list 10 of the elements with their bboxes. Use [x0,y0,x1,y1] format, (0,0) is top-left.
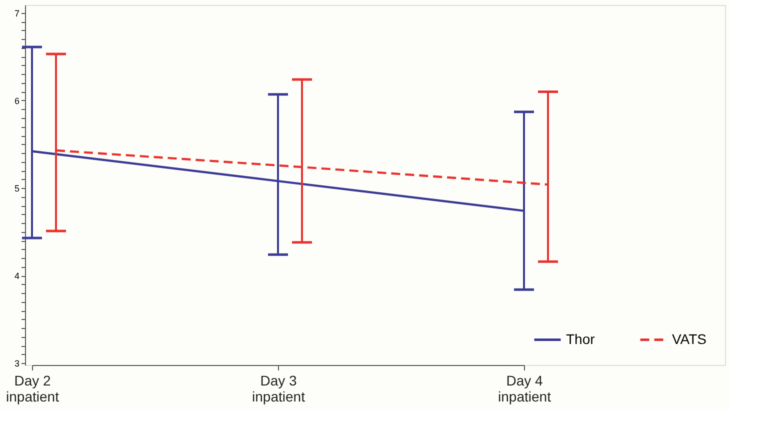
legend-label: VATS [672,330,706,347]
y-tick-label: 7 [14,8,20,18]
x-tick-label: Day 3 inpatient [252,372,306,404]
y-tick-label: 4 [14,271,20,282]
x-tick-label: Day 4 inpatient [498,372,552,404]
y-tick-label: 6 [14,96,20,106]
legend-label: Thor [566,330,596,347]
y-tick-label: 3 [14,358,20,369]
x-tick-label: Day 2 inpatient [6,372,60,404]
y-tick-label: 5 [14,184,20,194]
